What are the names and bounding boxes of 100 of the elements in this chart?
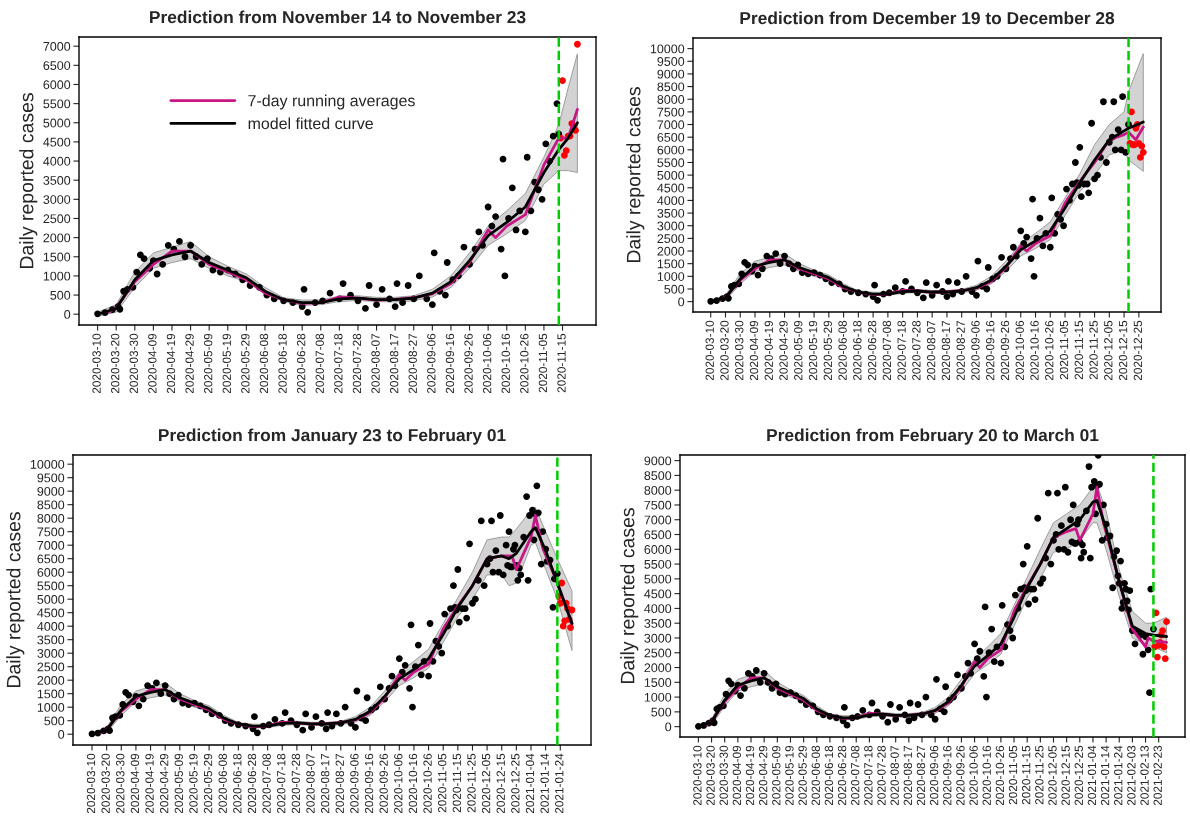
x-tick-label: 2020-04-19 xyxy=(166,333,176,394)
y-tick-label: 5000 xyxy=(37,594,65,604)
y-tick-label: 3000 xyxy=(644,633,672,643)
x-tick-label: 2020-12-25 xyxy=(1074,745,1083,806)
y-tick-label: 3000 xyxy=(37,648,65,658)
y-tick-label: 4000 xyxy=(37,621,65,631)
y-tick-label: 5500 xyxy=(37,581,65,591)
x-tick-label: 2020-09-06 xyxy=(971,320,980,381)
x-tick-label: 2020-06-08 xyxy=(838,320,847,381)
y-axis-title: Daily reported cases xyxy=(620,508,639,684)
chart-title: Prediction from February 20 to March 01 xyxy=(767,428,1099,445)
y-tick-label: 10000 xyxy=(650,44,685,54)
y-tick-label: 2000 xyxy=(644,663,672,673)
x-tick-label: 2020-07-18 xyxy=(277,753,286,814)
x-tick-label: 2020-05-19 xyxy=(189,753,198,814)
y-tick-label: 5000 xyxy=(657,170,685,180)
x-tick-label: 2020-09-06 xyxy=(350,753,359,814)
y-tick-label: 1500 xyxy=(37,689,65,699)
y-tick-label: 4500 xyxy=(657,183,685,193)
x-tick-label: 2020-12-25 xyxy=(511,753,520,814)
y-axis-title: Daily reported cases xyxy=(6,512,25,688)
x-tick-label: 2020-12-15 xyxy=(1061,745,1070,806)
x-tick-label: 2020-05-29 xyxy=(241,333,250,394)
y-tick-label: 5500 xyxy=(657,158,685,168)
x-tick-label: 2020-05-29 xyxy=(823,320,832,381)
y-tick-label: 6000 xyxy=(644,545,672,554)
x-tick-label: 2020-10-06 xyxy=(969,745,978,806)
x-tick-label: 2020-06-28 xyxy=(867,320,877,381)
x-tick-label: 2020-08-07 xyxy=(926,320,936,381)
y-tick-label: 4000 xyxy=(657,196,685,206)
y-tick-label: 6000 xyxy=(37,567,65,577)
x-tick-label: 2020-05-29 xyxy=(203,753,213,814)
y-axis-title: Daily reported cases xyxy=(626,87,645,263)
y-tick-label: 1500 xyxy=(657,259,685,269)
y-tick-label: 6500 xyxy=(43,61,71,70)
x-tick-label: 2020-12-05 xyxy=(1104,320,1113,381)
y-tick-label: 500 xyxy=(664,284,685,294)
x-tick-label: 2021-02-23 xyxy=(1153,745,1162,806)
x-tick-label: 2020-08-17 xyxy=(903,745,912,806)
y-tick-label: 9000 xyxy=(37,486,65,496)
y-tick-label: 7500 xyxy=(644,500,672,510)
x-tick-label: 2020-03-20 xyxy=(111,333,120,394)
x-tick-label: 2020-07-18 xyxy=(334,333,343,394)
y-tick-label: 2000 xyxy=(43,233,71,243)
x-tick-label: 2020-09-26 xyxy=(1000,320,1010,381)
y-tick-label: 4000 xyxy=(43,156,71,166)
y-tick-label: 9000 xyxy=(657,69,685,79)
x-tick-label: 2020-07-18 xyxy=(897,320,906,381)
x-tick-label: 2020-06-18 xyxy=(278,333,287,394)
y-tick-label: 2500 xyxy=(37,662,65,672)
y-tick-label: 6500 xyxy=(37,554,65,564)
x-tick-label: 2020-07-28 xyxy=(912,320,921,381)
x-tick-label: 2020-11-15 xyxy=(1022,745,1031,805)
y-tick-label: 6000 xyxy=(657,145,685,155)
legend-label: model fitted curve xyxy=(248,117,373,130)
x-tick-label: 2020-03-30 xyxy=(116,753,125,814)
x-tick-label: 2020-03-10 xyxy=(705,320,714,381)
y-tick-label: 500 xyxy=(50,290,71,300)
x-tick-label: 2021-02-13 xyxy=(1140,745,1149,806)
y-tick-label: 4500 xyxy=(644,589,672,599)
y-tick-label: 7000 xyxy=(43,41,71,51)
x-tick-label: 2020-11-05 xyxy=(1008,745,1018,805)
y-tick-label: 7500 xyxy=(37,527,65,537)
y-tick-label: 3000 xyxy=(657,221,685,231)
x-tick-label: 2020-07-28 xyxy=(352,333,362,394)
x-tick-label: 2020-11-15 xyxy=(1074,320,1083,380)
x-tick-label: 2020-10-16 xyxy=(501,333,510,394)
x-tick-label: 2020-11-15 xyxy=(452,753,462,813)
x-tick-label: 2020-06-18 xyxy=(824,745,834,806)
x-tick-label: 2020-09-06 xyxy=(427,333,436,394)
x-tick-label: 2020-05-19 xyxy=(222,333,231,394)
x-tick-label: 2020-05-19 xyxy=(808,320,818,381)
y-tick-label: 8500 xyxy=(657,82,685,92)
y-tick-label: 3000 xyxy=(43,195,71,204)
y-tick-label: 5000 xyxy=(644,574,672,584)
x-tick-label: 2020-08-17 xyxy=(320,753,330,814)
y-tick-label: 5500 xyxy=(644,559,672,569)
x-tick-label: 2020-03-20 xyxy=(720,320,729,381)
x-tick-label: 2020-06-08 xyxy=(259,333,269,394)
y-tick-label: 8500 xyxy=(37,500,65,510)
x-tick-label: 2020-04-29 xyxy=(779,320,788,381)
y-tick-label: 1500 xyxy=(43,252,71,262)
y-tick-label: 2500 xyxy=(644,648,672,658)
x-tick-label: 2020-12-25 xyxy=(1133,320,1143,381)
x-tick-label: 2020-11-25 xyxy=(1089,320,1098,380)
y-tick-label: 500 xyxy=(651,707,672,717)
x-tick-label: 2020-03-10 xyxy=(92,333,101,394)
x-tick-label: 2021-01-24 xyxy=(555,753,564,814)
x-tick-label: 2020-09-16 xyxy=(445,333,455,394)
y-tick-label: 1000 xyxy=(43,271,71,281)
x-tick-label: 2020-08-27 xyxy=(956,320,965,381)
x-tick-label: 2020-11-05 xyxy=(538,333,548,393)
x-tick-label: 2021-01-14 xyxy=(540,753,549,814)
x-tick-label: 2020-08-27 xyxy=(408,333,417,394)
x-tick-label: 2020-08-07 xyxy=(306,753,315,814)
x-tick-label: 2020-04-09 xyxy=(130,753,140,814)
x-tick-label: 2020-09-26 xyxy=(379,753,388,814)
y-tick-label: 2000 xyxy=(37,676,65,685)
x-tick-label: 2020-08-17 xyxy=(941,320,951,381)
x-tick-label: 2020-07-08 xyxy=(262,753,271,814)
